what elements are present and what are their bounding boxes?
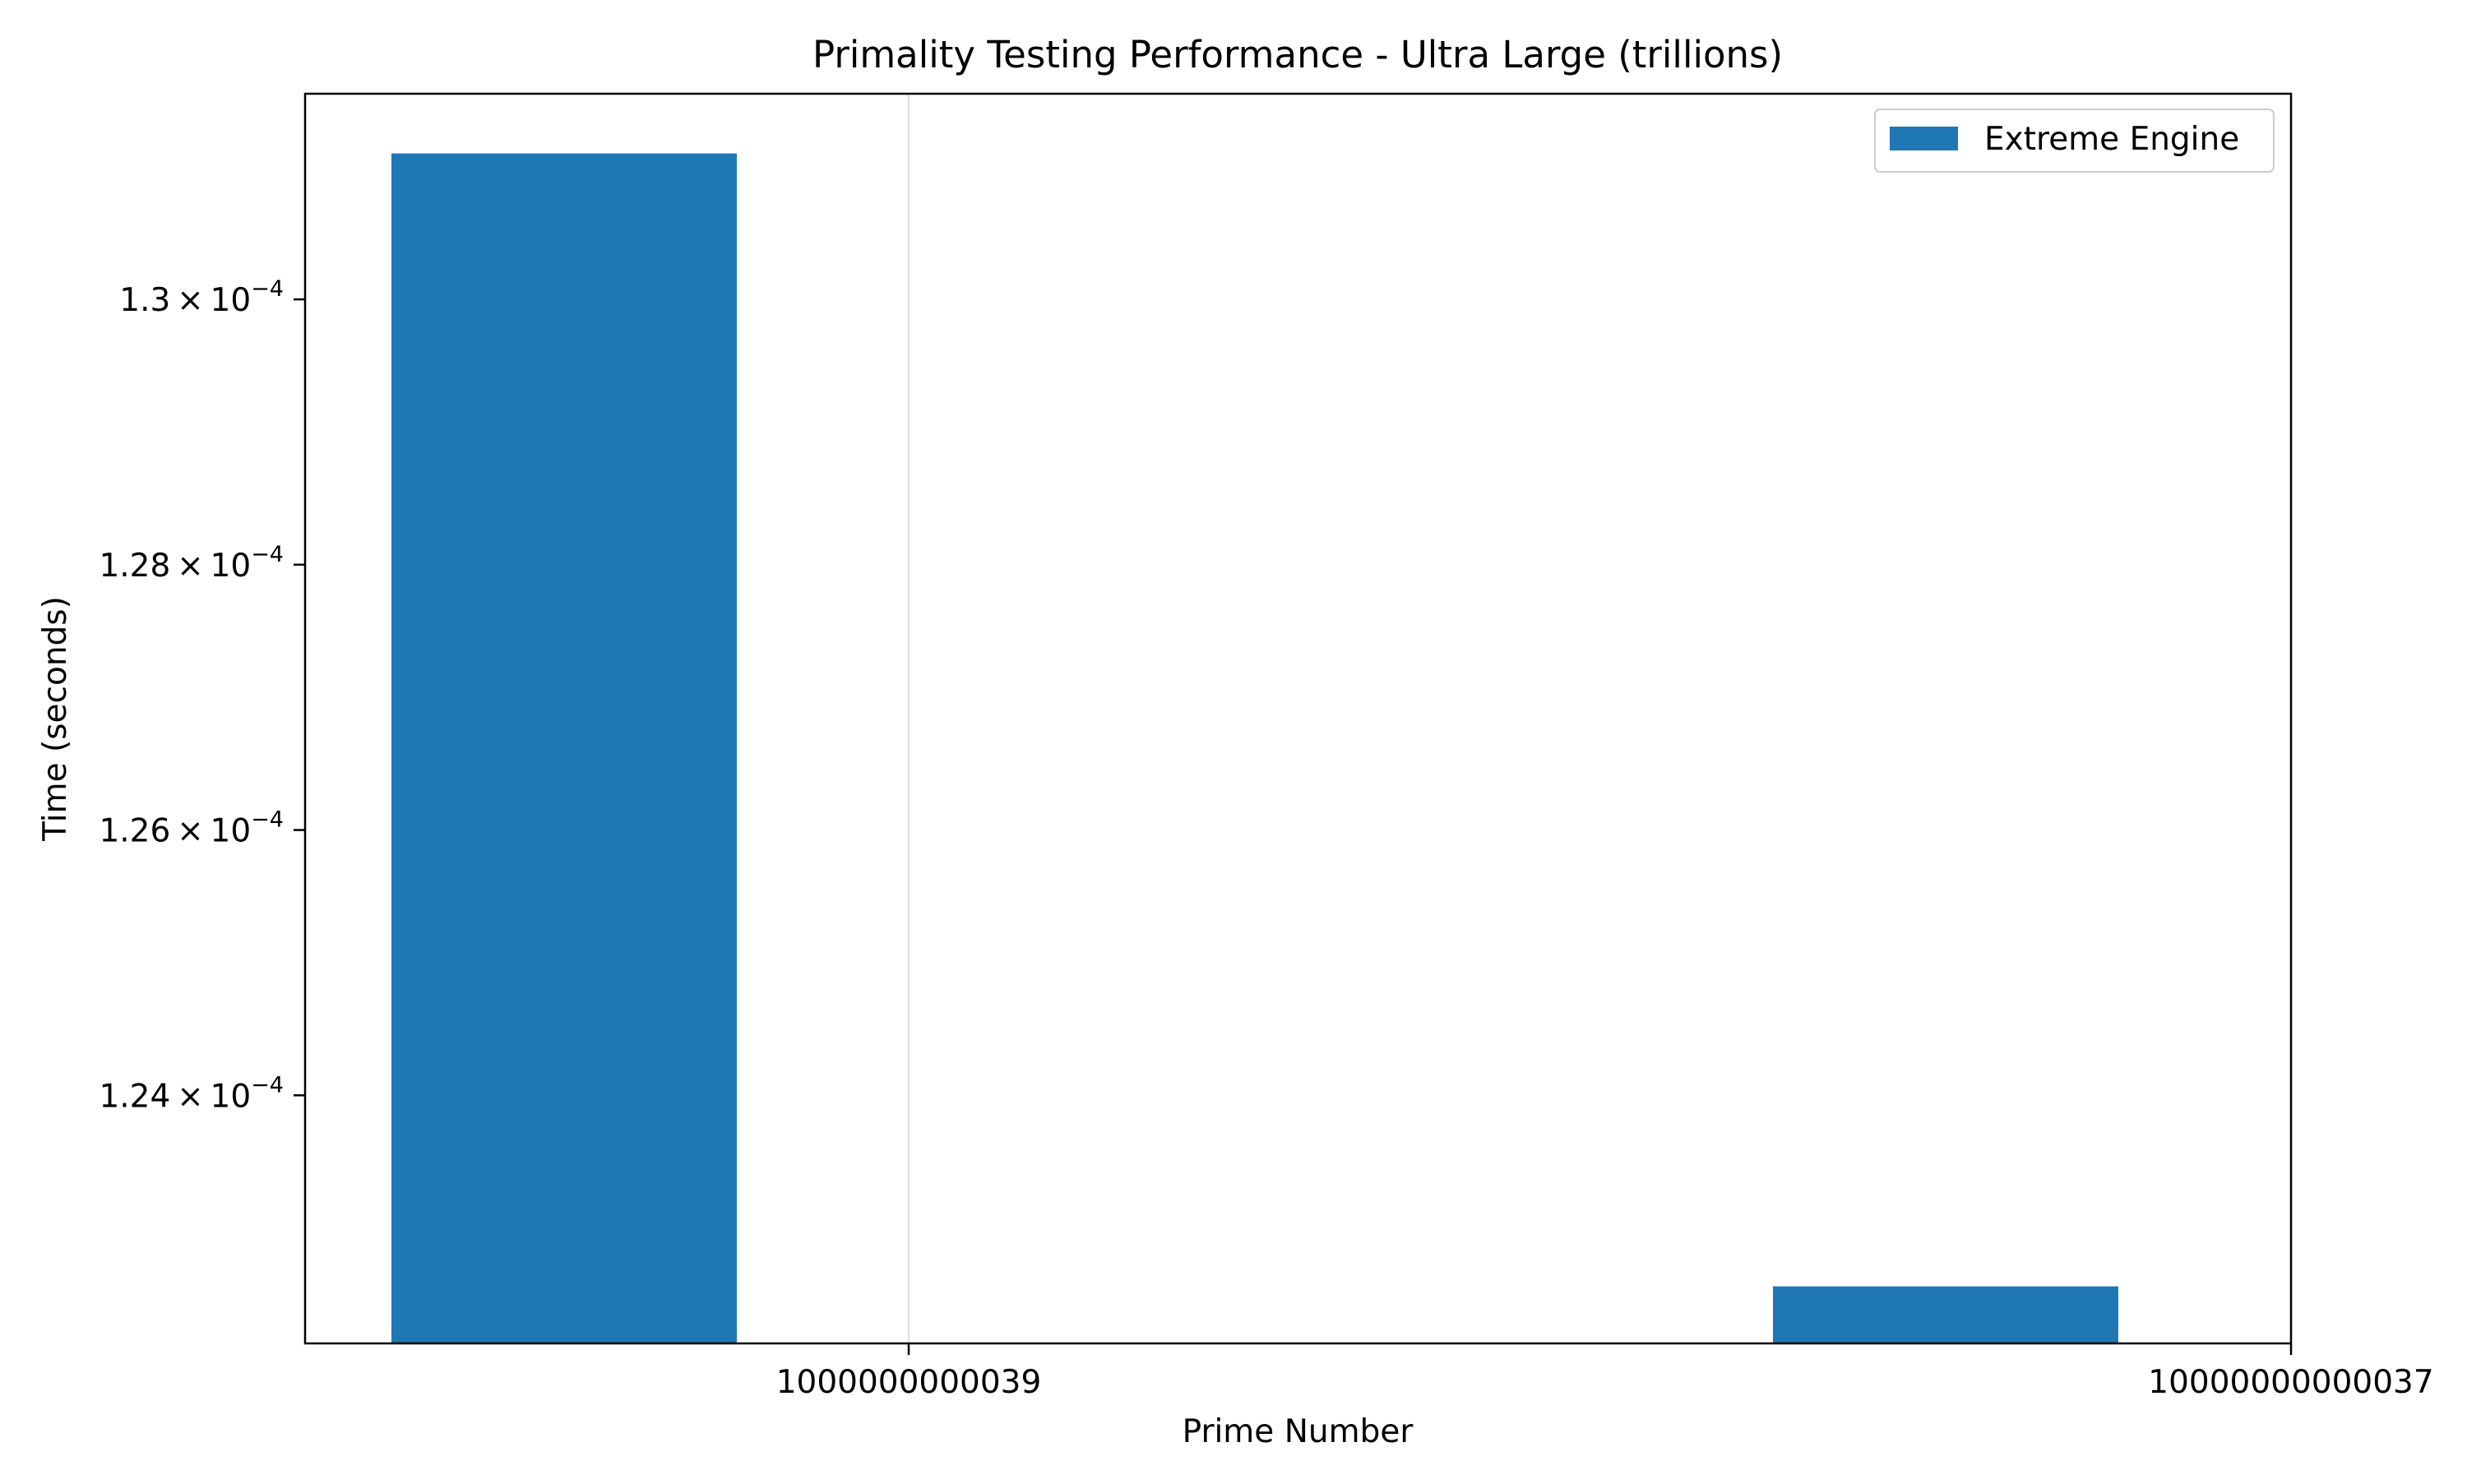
x-tick-label: 1000000000039 — [776, 1364, 1042, 1401]
x-tick-label: 10000000000037 — [2148, 1364, 2433, 1401]
legend-label: Extreme Engine — [1984, 121, 2239, 158]
x-axis-label: Prime Number — [1183, 1413, 1414, 1450]
y-tick-label: 1.24 × 10−4 — [99, 1072, 284, 1115]
y-tick-label: 1.3 × 10−4 — [119, 276, 284, 319]
x-axis: 1000000000039 10000000000037 — [776, 1343, 2434, 1401]
y-tick-label: 1.28 × 10−4 — [99, 542, 284, 585]
y-tick-label: 1.26 × 10−4 — [99, 807, 284, 850]
bar — [391, 153, 737, 1344]
y-axis-label: Time (seconds) — [37, 596, 74, 842]
y-axis: 1.24 × 10−4 1.26 × 10−4 1.28 × 10−4 1.3 × 1… — [99, 276, 305, 1115]
legend-swatch — [1890, 127, 1958, 150]
bar — [1773, 1286, 2118, 1343]
legend: Extreme Engine — [1874, 109, 2275, 173]
chart-title: Primality Testing Performance - Ultra La… — [812, 33, 1783, 76]
plot-frame — [303, 92, 2293, 1345]
legend-frame — [1874, 109, 2275, 173]
bars-layer — [391, 153, 2118, 1344]
